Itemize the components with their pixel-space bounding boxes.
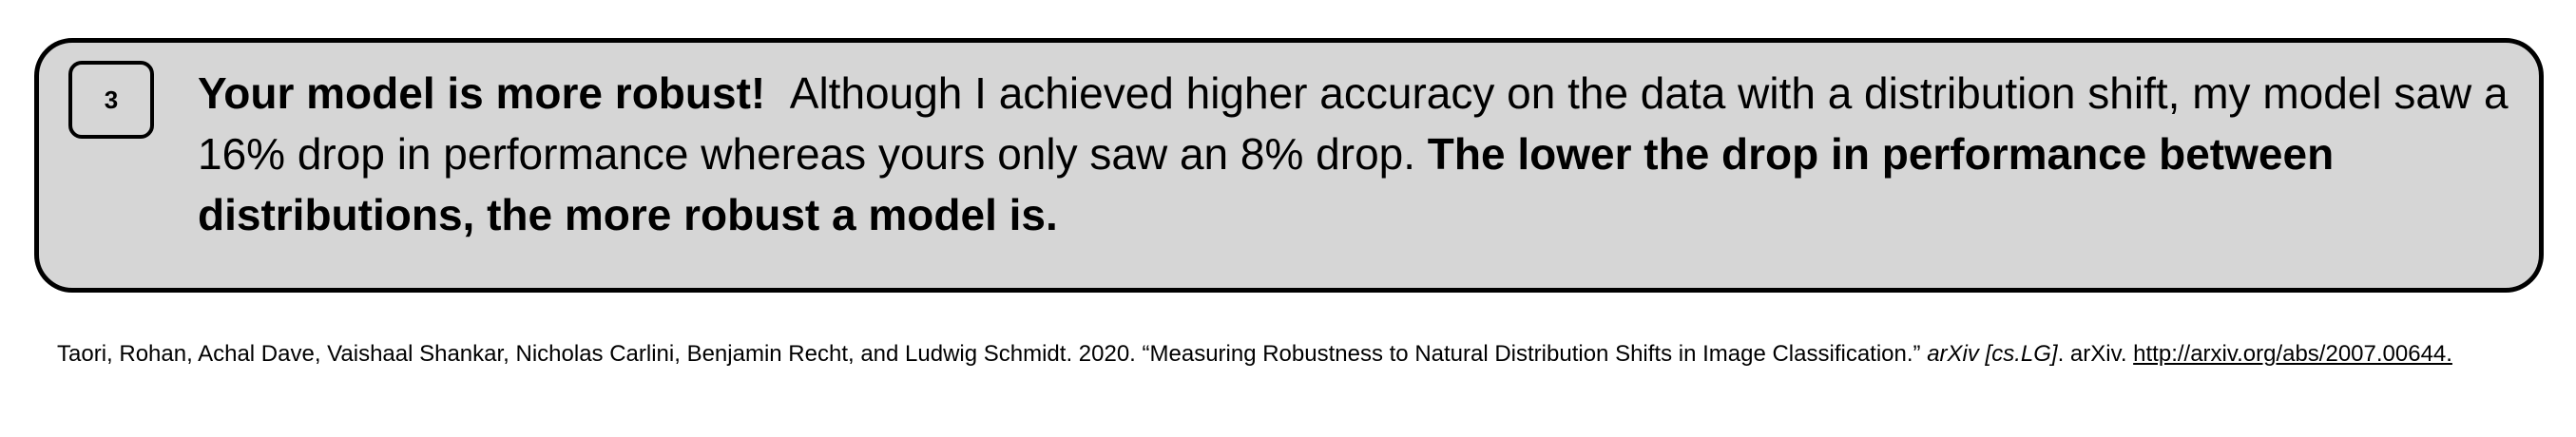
reference-authors-title: Taori, Rohan, Achal Dave, Vaishaal Shank… bbox=[57, 341, 1921, 367]
callout-body: Although I achieved higher accuracy on t… bbox=[198, 68, 2509, 179]
callout-headline: Your model is more robust! bbox=[198, 68, 766, 118]
callout-conclusion: The lower the drop in performance betwee… bbox=[198, 129, 2335, 239]
callout-box bbox=[34, 38, 2544, 293]
callout-text: Your model is more robust! Although I ac… bbox=[198, 63, 2517, 245]
reference-link[interactable]: http://arxiv.org/abs/2007.00644. bbox=[2133, 341, 2452, 367]
reference-citation: Taori, Rohan, Achal Dave, Vaishaal Shank… bbox=[57, 340, 2528, 368]
reference-after-venue: . arXiv. bbox=[2057, 341, 2127, 367]
reference-venue: arXiv [cs.LG] bbox=[1927, 341, 2058, 367]
callout-number-badge: 3 bbox=[68, 61, 154, 139]
callout-number: 3 bbox=[104, 85, 119, 114]
